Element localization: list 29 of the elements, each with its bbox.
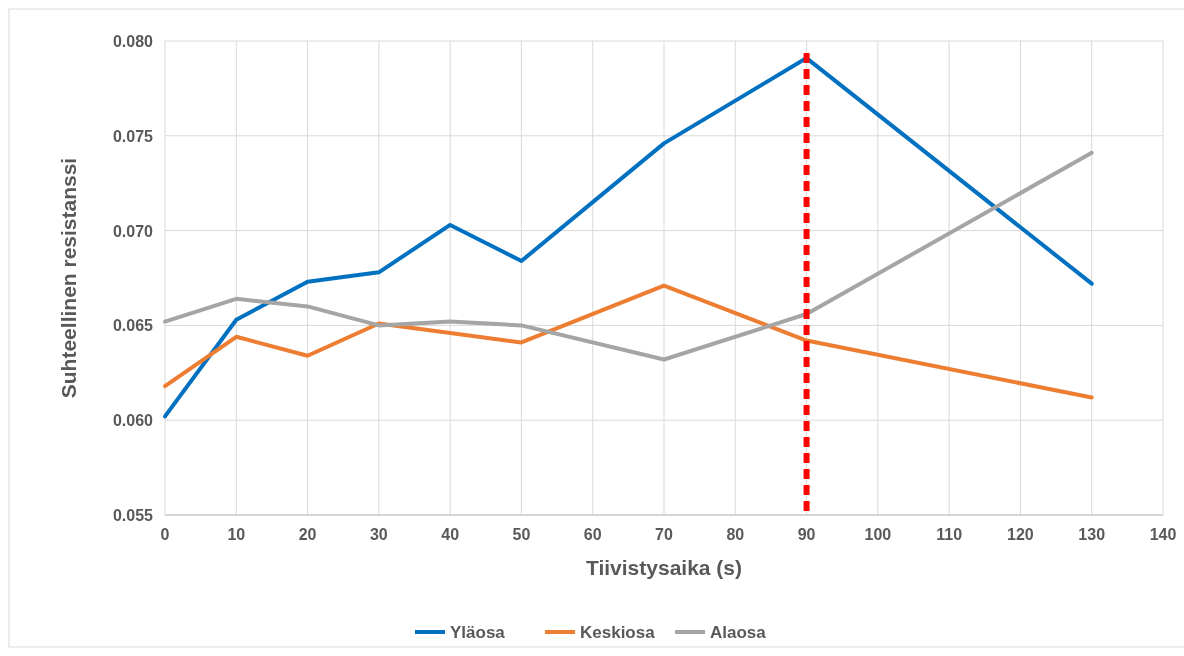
- y-tick-label: 0.080: [112, 33, 154, 50]
- y-tick-label: 0.070: [112, 222, 154, 240]
- y-tick-label: 0.075: [112, 127, 154, 145]
- x-tick-label: 50: [512, 526, 531, 543]
- y-axis-title: Suhteellinen resistanssi: [57, 157, 80, 399]
- x-tick-label: 0: [160, 526, 170, 543]
- x-tick-label: 80: [726, 526, 745, 543]
- x-tick-label: 90: [797, 526, 816, 543]
- x-tick-label: 140: [1149, 526, 1177, 543]
- x-tick-label: 20: [298, 526, 317, 543]
- x-tick-label: 70: [655, 526, 673, 543]
- legend-label: Alaosa: [710, 623, 767, 642]
- x-tick-label: 130: [1078, 526, 1106, 543]
- line-series: [163, 283, 1094, 400]
- legend-label: Keskiosa: [580, 623, 656, 642]
- x-tick-label: 110: [936, 526, 963, 543]
- line-series: [163, 56, 1094, 419]
- x-tick-label: 40: [441, 526, 460, 543]
- line-series: [163, 150, 1094, 362]
- x-tick-label: 30: [369, 526, 388, 543]
- legend-label: Yläosa: [450, 623, 506, 642]
- x-tick-label: 10: [227, 526, 246, 543]
- x-tick-label: 60: [583, 526, 602, 543]
- y-tick-label: 0.060: [112, 412, 154, 430]
- x-axis-title: Tiivistysaika (s): [585, 556, 743, 579]
- x-tick-label: 100: [864, 526, 892, 543]
- y-tick-label: 0.055: [112, 507, 154, 524]
- y-tick-label: 0.065: [112, 317, 154, 335]
- x-tick-label: 120: [1007, 526, 1034, 543]
